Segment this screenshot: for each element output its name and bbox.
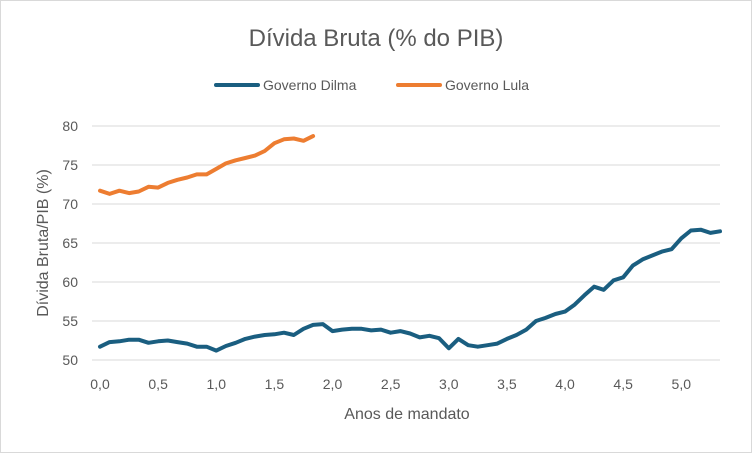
- y-tick-label: 75: [62, 157, 78, 173]
- series-lines: [98, 134, 722, 353]
- x-axis-title: Anos de mandato: [344, 406, 470, 423]
- y-tick-label: 55: [62, 313, 78, 329]
- x-axis-ticks: 0,0 0,5 1,0 1,5 2,0 2,5 3,0 3,5 4,0 4,5 5,0: [90, 376, 691, 392]
- legend-label-dilma: Governo Dilma: [263, 77, 357, 93]
- x-tick-label: 1,5: [265, 376, 285, 392]
- x-tick-label: 1,0: [207, 376, 227, 392]
- x-tick-label: 0,0: [90, 376, 110, 392]
- x-tick-label: 4,0: [555, 376, 575, 392]
- legend-label-lula: Governo Lula: [445, 77, 529, 93]
- x-tick-label: 0,5: [148, 376, 168, 392]
- y-axis-title: Dívida Bruta/PIB (%): [35, 169, 52, 317]
- x-tick-label: 3,0: [439, 376, 459, 392]
- x-tick-label: 3,5: [497, 376, 517, 392]
- x-tick-label: 5,0: [672, 376, 692, 392]
- y-tick-label: 60: [62, 274, 78, 290]
- gridlines: [92, 125, 720, 361]
- y-tick-label: 65: [62, 235, 78, 251]
- y-axis-ticks: 50 55 60 65 70 75 80: [62, 118, 78, 368]
- series-line-governo-dilma: [98, 227, 722, 353]
- y-tick-label: 50: [62, 352, 78, 368]
- x-tick-label: 2,0: [323, 376, 343, 392]
- x-tick-label: 2,5: [381, 376, 401, 392]
- chart-title: Dívida Bruta (% do PIB): [249, 25, 504, 52]
- y-tick-label: 80: [62, 118, 78, 134]
- series-line-governo-lula: [98, 134, 316, 196]
- y-tick-label: 70: [62, 196, 78, 212]
- legend: Governo Dilma Governo Lula: [214, 77, 529, 93]
- x-tick-label: 4,5: [613, 376, 633, 392]
